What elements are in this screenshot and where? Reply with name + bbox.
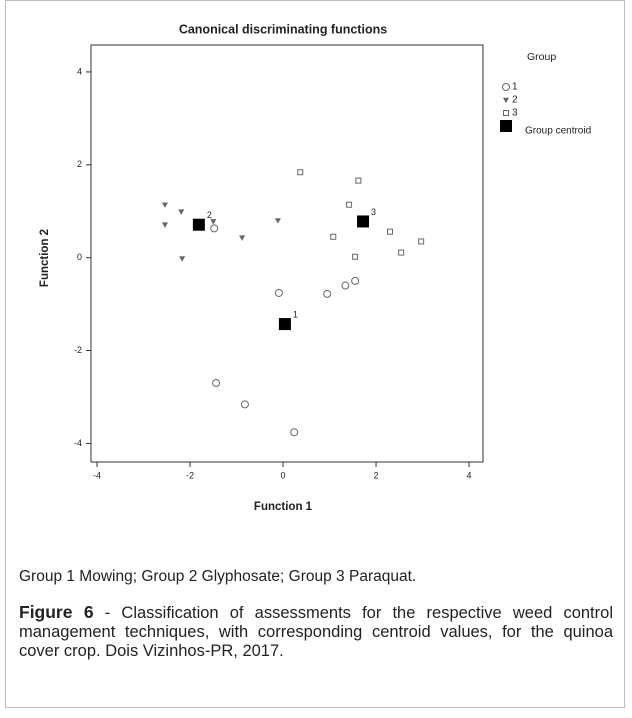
figure-frame	[5, 0, 625, 708]
point	[274, 218, 281, 224]
point	[212, 379, 221, 388]
point	[161, 222, 168, 228]
x-axis-label: Function 1	[254, 501, 313, 513]
x-tick-label: 4	[467, 470, 472, 480]
legend-label: 3	[512, 108, 518, 119]
centroid	[500, 120, 512, 132]
point	[330, 233, 337, 240]
point	[503, 110, 509, 116]
chart: Canonical discriminating functions Funct…	[39, 22, 591, 513]
centroid	[357, 215, 370, 228]
legend-label: 1	[512, 82, 518, 93]
y-tick-label: -4	[74, 438, 82, 448]
point	[178, 209, 185, 215]
y-tick-label: 2	[77, 159, 82, 169]
point	[352, 253, 359, 260]
point	[351, 276, 360, 285]
point	[179, 256, 186, 262]
centroid	[278, 318, 291, 331]
point-label: 3	[371, 207, 376, 217]
legend-label: 2	[512, 95, 518, 106]
point	[161, 202, 168, 208]
point	[418, 238, 425, 245]
point	[341, 281, 350, 290]
point	[398, 249, 405, 256]
point	[290, 428, 299, 437]
chart-title: Canonical discriminating functions	[179, 22, 387, 36]
y-axis-label: Function 2	[39, 229, 51, 287]
x-tick-label: 2	[374, 470, 379, 480]
y-tick-label: 0	[77, 252, 82, 262]
point-label: 2	[207, 210, 212, 220]
point	[323, 289, 332, 298]
figure-label: Figure 6	[19, 602, 94, 622]
x-tick-label: 0	[281, 470, 286, 480]
point	[502, 83, 510, 91]
caption-text: - Classification of assessments for the …	[19, 604, 613, 660]
x-tick-label: -2	[186, 470, 194, 480]
y-tick-label: -2	[74, 345, 82, 355]
point	[210, 219, 217, 225]
point	[355, 177, 362, 184]
x-tick-label: -4	[93, 470, 101, 480]
centroid	[192, 218, 205, 231]
point	[240, 400, 249, 409]
point	[210, 224, 219, 233]
point	[386, 228, 393, 235]
point	[274, 288, 283, 297]
point	[239, 235, 246, 241]
point-label: 1	[293, 309, 298, 319]
y-tick-label: 4	[77, 66, 82, 76]
plot-frame	[90, 44, 484, 463]
point	[502, 97, 510, 104]
legend-title: Group	[527, 51, 556, 63]
point	[346, 201, 353, 208]
figure-caption: Figure 6 - Classification of assessments…	[19, 603, 613, 661]
legend-label: Group centroid	[525, 126, 591, 137]
caption-note: Group 1 Mowing; Group 2 Glyphosate; Grou…	[19, 568, 417, 585]
point	[297, 169, 304, 176]
